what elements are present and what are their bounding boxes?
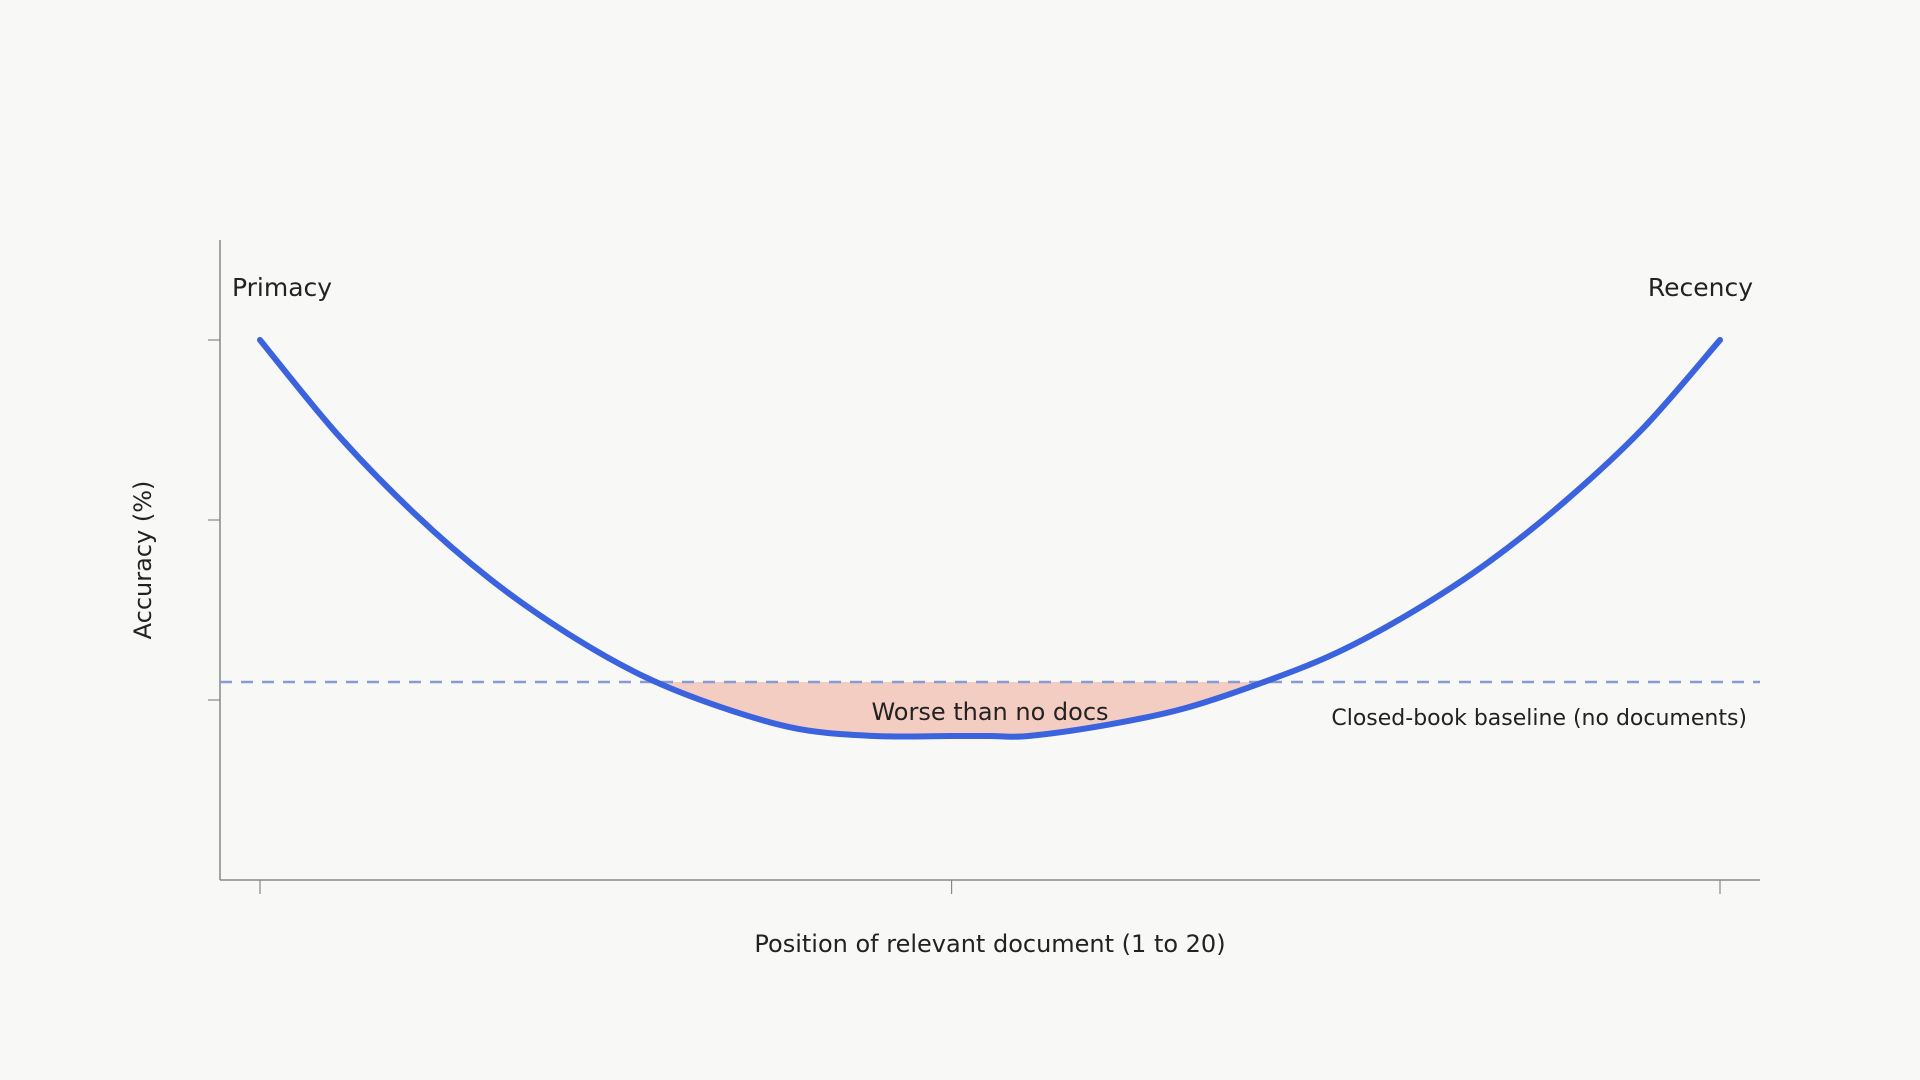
y-axis-label: Accuracy (%) <box>129 481 157 640</box>
shaded-area <box>260 682 1720 737</box>
axes <box>208 240 1760 894</box>
primacy-label: Primacy <box>232 273 332 302</box>
accuracy-curve <box>257 337 1723 740</box>
baseline-label: Closed-book baseline (no documents) <box>1331 706 1747 731</box>
series <box>257 337 1723 740</box>
recency-label: Recency <box>1648 273 1753 302</box>
below-baseline-region <box>260 682 1720 737</box>
x-axis-label: Position of relevant document (1 to 20) <box>754 930 1225 958</box>
shaded-region-label: Worse than no docs <box>871 698 1108 726</box>
